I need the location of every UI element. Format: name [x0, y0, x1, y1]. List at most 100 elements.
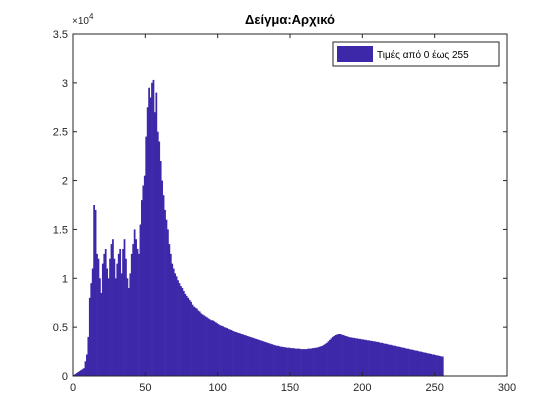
histogram-bar [395, 346, 398, 376]
y-exponent-label: ×104 [72, 12, 94, 27]
histogram-bar [110, 244, 113, 376]
histogram-bar [278, 346, 281, 376]
histogram-bar [427, 353, 430, 376]
histogram-bar [317, 347, 320, 376]
histogram-bar [339, 333, 341, 376]
histogram-bar [440, 356, 443, 376]
histogram-bar [146, 107, 149, 376]
histogram-bar [103, 253, 106, 376]
histogram-bar [242, 334, 245, 376]
histogram-bar [292, 348, 295, 376]
histogram-bar [290, 348, 292, 376]
histogram-bar [191, 304, 194, 376]
histogram-bar [195, 308, 198, 376]
histogram-bar [408, 349, 411, 376]
histogram-bar [405, 348, 408, 376]
histogram-bar [303, 349, 305, 376]
histogram-bar [220, 325, 223, 376]
histogram-bar [243, 334, 246, 376]
histogram-bar [140, 200, 143, 376]
histogram-bar [171, 263, 174, 376]
histogram-bar [201, 314, 204, 376]
histogram-bar [388, 344, 391, 376]
histogram-bar [391, 345, 394, 376]
histogram-bar [321, 345, 324, 376]
y-tick-label: 0 [62, 371, 68, 383]
histogram-bar [75, 373, 78, 376]
histogram-bar [414, 350, 417, 376]
histogram-bar [232, 331, 234, 376]
histogram-bar [113, 258, 116, 376]
histogram-bar [93, 205, 95, 376]
histogram-bar [333, 335, 336, 376]
histogram-bar [324, 343, 327, 376]
histogram-bar [394, 345, 396, 376]
histogram-bar [194, 307, 197, 376]
histogram-bar [337, 333, 340, 376]
histogram-bar [156, 131, 159, 376]
histogram-bar [425, 353, 428, 376]
histogram-bar [399, 347, 402, 376]
histogram-bar [385, 343, 388, 376]
y-exponent-power: 4 [89, 12, 94, 21]
histogram-bar [250, 337, 253, 376]
histogram-bar [172, 268, 175, 376]
x-tick-label: 50 [139, 382, 151, 394]
x-tick-label: 150 [281, 382, 299, 394]
histogram-bar [310, 348, 312, 376]
histogram-bar [284, 347, 286, 376]
histogram-bar [288, 347, 291, 376]
histogram-bar [123, 239, 126, 376]
histogram-bar [148, 87, 150, 377]
histogram-bar [226, 328, 229, 376]
histogram-bar [436, 355, 438, 376]
histogram-bar [258, 339, 260, 376]
histogram-bar [213, 321, 216, 376]
histogram-bar [415, 350, 418, 376]
histogram-bar [397, 346, 399, 376]
histogram-bar [116, 263, 119, 376]
histogram-bar [167, 229, 169, 376]
histogram-bar [94, 209, 97, 376]
histogram-bar [392, 345, 395, 376]
histogram-bar [126, 278, 129, 376]
y-exponent-base: ×10 [72, 16, 89, 27]
histogram-bar [99, 278, 101, 376]
histogram-bar [97, 258, 100, 376]
histogram-bar [379, 342, 382, 376]
histogram-bar [269, 343, 272, 376]
histogram-bar [441, 356, 444, 376]
histogram-bar [184, 293, 187, 376]
histogram-bar [161, 180, 163, 376]
histogram-bar [237, 333, 240, 376]
histogram-bar [96, 253, 98, 376]
histogram-bar [417, 351, 420, 376]
histogram-bar [272, 344, 275, 376]
histogram-bar [353, 337, 356, 376]
histogram-bar [216, 323, 218, 376]
histogram-bar [373, 341, 376, 376]
histogram-bar [331, 336, 334, 376]
histogram-bar [318, 346, 321, 376]
histogram-bar [159, 161, 162, 376]
histogram-bar [261, 340, 263, 376]
histogram-bar [360, 339, 363, 376]
histogram-bar [421, 352, 424, 376]
histogram-bar [366, 340, 369, 376]
histogram-bar [245, 335, 247, 376]
histogram-bar [112, 239, 114, 376]
histogram-bar [262, 341, 265, 376]
histogram-bar [365, 339, 367, 376]
histogram-bar [106, 268, 109, 376]
histogram-bar [239, 333, 242, 376]
histogram-bar [78, 371, 81, 376]
histogram-bar [330, 338, 333, 376]
histogram-bar [164, 209, 166, 376]
histogram-bar [326, 342, 328, 376]
histogram-bar [145, 136, 148, 376]
x-axis-ticks: 0 50 100 150 200 250 300 [70, 34, 516, 394]
histogram-bar [236, 332, 239, 376]
histogram-bar [368, 340, 370, 376]
histogram-bar [334, 334, 337, 376]
